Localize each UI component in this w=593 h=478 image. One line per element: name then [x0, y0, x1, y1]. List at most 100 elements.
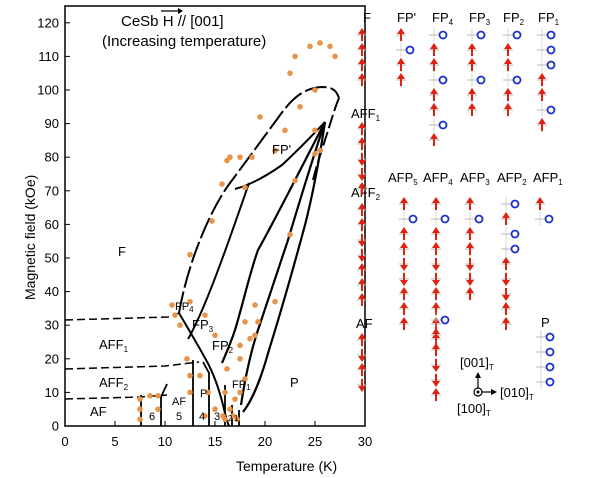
- x-tick-label: 0: [61, 434, 68, 449]
- spin-down-arrow-icon: [432, 265, 440, 271]
- paramagnetic-site-icon: [510, 199, 520, 209]
- spin-up-arrow-icon: [397, 28, 405, 34]
- spin-site: [357, 218, 367, 232]
- y-tick-label: 120: [37, 15, 59, 30]
- spin-up-arrow-icon: [358, 203, 366, 209]
- paramagnetic-site-icon: [546, 45, 556, 55]
- spin-site: [431, 227, 441, 241]
- spin-site: [503, 28, 522, 42]
- spin-site: [399, 287, 409, 301]
- x-tick-label: 5: [111, 434, 118, 449]
- data-point: [307, 43, 313, 50]
- spin-up-arrow-icon: [358, 333, 366, 339]
- boundary-af6-right: [160, 383, 168, 426]
- spin-up-arrow-icon: [430, 43, 438, 49]
- spin-site: [536, 345, 555, 359]
- y-tick-label: 40: [45, 284, 59, 299]
- structure-label-aff2: AFF2: [351, 185, 381, 202]
- spin-up-arrow-icon: [432, 388, 440, 394]
- data-point: [317, 147, 323, 154]
- data-point: [297, 104, 303, 110]
- spin-up-arrow-icon: [432, 287, 440, 293]
- spin-up-arrow-icon: [432, 302, 440, 308]
- y-tick-label: 20: [45, 351, 59, 366]
- spin-site: [467, 103, 477, 117]
- spin-up-arrow-icon: [504, 43, 512, 49]
- spin-up-arrow-icon: [502, 212, 510, 218]
- spin-site: [431, 388, 441, 402]
- data-point: [187, 389, 193, 396]
- phase-index-3: 3: [214, 411, 220, 423]
- spin-up-arrow-icon: [358, 218, 366, 224]
- paramagnetic-site-icon: [405, 45, 415, 55]
- spin-site: [431, 343, 441, 357]
- structure-label-fp1: FP1: [538, 10, 560, 27]
- plot-frame: [64, 5, 366, 427]
- spin-site: [399, 257, 409, 271]
- spin-site: [431, 272, 441, 286]
- x-tick-label: 30: [358, 434, 372, 449]
- spin-site: [357, 137, 367, 151]
- spin-site: [429, 133, 439, 147]
- phase-label-p: P: [290, 375, 299, 390]
- paramagnetic-site-icon: [440, 315, 450, 325]
- spin-up-arrow-icon: [358, 182, 366, 188]
- axis-001-arrow-head: [475, 372, 481, 378]
- data-point: [172, 312, 178, 318]
- spin-down-arrow-icon: [358, 256, 366, 262]
- paramagnetic-site-icon: [545, 377, 555, 387]
- phase-label-fp3: FP3: [192, 317, 214, 334]
- phase-label-af: AF: [90, 404, 107, 419]
- spin-site: [467, 73, 486, 87]
- phase-label-p-inner: P: [200, 388, 207, 400]
- spin-site: [431, 313, 450, 327]
- spin-site: [501, 317, 511, 331]
- data-point: [252, 332, 258, 339]
- data-point: [272, 298, 278, 305]
- data-point: [197, 372, 203, 379]
- spin-up-arrow-icon: [430, 58, 438, 64]
- spin-site: [429, 73, 448, 87]
- spin-site: [501, 272, 511, 286]
- spin-site: [536, 375, 555, 389]
- spin-up-arrow-icon: [502, 257, 510, 263]
- title-h: H: [163, 13, 174, 30]
- data-point: [282, 127, 288, 134]
- spin-up-arrow-icon: [502, 302, 510, 308]
- spin-site: [501, 212, 511, 226]
- paramagnetic-site-icon: [440, 214, 450, 224]
- data-point: [187, 251, 193, 258]
- spin-site: [467, 28, 486, 42]
- spin-up-arrow-icon: [468, 88, 476, 94]
- spin-site: [503, 73, 522, 87]
- data-point: [292, 177, 298, 184]
- data-point: [317, 40, 323, 46]
- spin-structures: [357, 28, 556, 402]
- spin-site: [537, 88, 547, 102]
- data-point: [169, 302, 175, 308]
- spin-site: [431, 212, 450, 226]
- axis-100-label: [100]T: [457, 401, 491, 418]
- spin-down-arrow-icon: [502, 280, 510, 286]
- spin-up-arrow-icon: [432, 227, 440, 233]
- boundary-f-aff1: [64, 312, 180, 321]
- spin-up-arrow-icon: [504, 58, 512, 64]
- spin-site: [431, 328, 441, 342]
- data-point: [247, 335, 253, 342]
- spin-up-arrow-icon: [358, 43, 366, 49]
- spin-up-arrow-icon: [468, 103, 476, 109]
- data-point: [237, 356, 243, 362]
- data-point: [137, 406, 143, 413]
- x-tick-label: 25: [308, 434, 322, 449]
- spin-site: [429, 118, 448, 132]
- spin-site: [429, 103, 439, 117]
- axis-001-label: [001]T: [460, 355, 494, 372]
- y-axis-ticks: 0 10 20 30 40 50 60 70 80 90 100 110 120: [37, 15, 70, 434]
- data-point: [224, 366, 230, 372]
- x-tick-label: 15: [208, 434, 222, 449]
- data-point: [209, 218, 215, 224]
- spin-site: [503, 103, 513, 117]
- spin-up-arrow-icon: [466, 227, 474, 233]
- crystal-axes-legend: [001]T [010]T [100]T: [457, 355, 534, 418]
